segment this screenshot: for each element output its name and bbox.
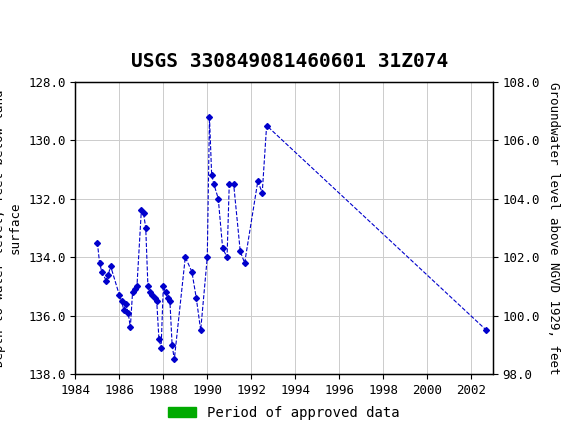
Legend: Period of approved data: Period of approved data	[163, 400, 405, 426]
Bar	[97, 374, 273, 381]
Bar	[482, 374, 493, 381]
Y-axis label: Depth to water level, feet below land
surface: Depth to water level, feet below land su…	[0, 89, 21, 367]
Text: USGS 330849081460601 31Z074: USGS 330849081460601 31Z074	[132, 52, 448, 71]
Y-axis label: Groundwater level above NGVD 1929, feet: Groundwater level above NGVD 1929, feet	[547, 82, 560, 374]
Text: █USGS: █USGS	[6, 15, 64, 37]
